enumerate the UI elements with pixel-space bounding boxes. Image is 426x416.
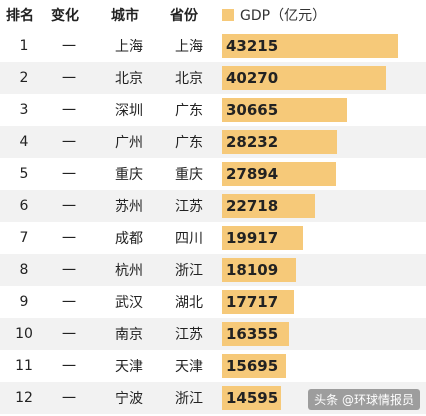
rank-cell: 1: [19, 38, 29, 54]
gdp-bar: [222, 194, 315, 218]
city-cell: 天津: [115, 359, 143, 375]
province-cell: 上海: [175, 39, 203, 55]
rank-cell: 5: [19, 166, 29, 182]
gdp-bar: [222, 290, 294, 314]
change-cell: 一: [62, 327, 76, 343]
table-row: 12 一 宁波 浙江 14595: [0, 382, 426, 414]
gdp-value-label: 40270: [226, 69, 279, 87]
gdp-value-label: 15695: [226, 357, 279, 375]
change-cell: 一: [62, 39, 76, 55]
change-cell: 一: [62, 359, 76, 375]
rank-cell: 7: [19, 230, 29, 246]
gdp-value-label: 14595: [226, 389, 279, 407]
gdp-value-label: 17717: [226, 293, 279, 311]
gdp-value-label: 27894: [226, 165, 279, 183]
rank-cell: 12: [15, 390, 33, 406]
change-cell: 一: [62, 199, 76, 215]
gdp-bar: [222, 354, 286, 378]
table-row: 2 一 北京 北京 40270: [0, 62, 426, 94]
legend-swatch: [222, 9, 234, 21]
change-cell: 一: [62, 263, 76, 279]
gdp-bar: [222, 258, 296, 282]
city-cell: 杭州: [115, 263, 143, 279]
province-cell: 湖北: [175, 295, 203, 311]
change-cell: 一: [62, 167, 76, 183]
rank-cell: 2: [19, 70, 29, 86]
province-cell: 四川: [175, 231, 203, 247]
watermark: 头条 @环球情报员: [308, 389, 420, 410]
gdp-value-label: 18109: [226, 261, 279, 279]
table-row: 6 一 苏州 江苏 22718: [0, 190, 426, 222]
gdp-bar: [222, 66, 386, 90]
table-row: 8 一 杭州 浙江 18109: [0, 254, 426, 286]
city-cell: 重庆: [115, 167, 143, 183]
city-cell: 北京: [115, 71, 143, 87]
gdp-bar: [222, 386, 281, 410]
header-province: 省份: [170, 8, 198, 24]
rank-cell: 8: [19, 262, 29, 278]
gdp-value-label: 16355: [226, 325, 279, 343]
table-row: 5 一 重庆 重庆 27894: [0, 158, 426, 190]
gdp-value-label: 43215: [226, 37, 279, 55]
rank-cell: 6: [19, 198, 29, 214]
table-row: 9 一 武汉 湖北 17717: [0, 286, 426, 318]
city-cell: 上海: [115, 39, 143, 55]
gdp-bar: [222, 130, 337, 154]
change-cell: 一: [62, 295, 76, 311]
change-cell: 一: [62, 231, 76, 247]
city-cell: 深圳: [115, 103, 143, 119]
city-cell: 广州: [115, 135, 143, 151]
gdp-bar: [222, 34, 398, 58]
legend: GDP（亿元）: [222, 0, 326, 30]
province-cell: 浙江: [175, 263, 203, 279]
gdp-bar: [222, 226, 303, 250]
change-cell: 一: [62, 135, 76, 151]
gdp-value-label: 19917: [226, 229, 279, 247]
table-row: 10 一 南京 江苏 16355: [0, 318, 426, 350]
city-cell: 武汉: [115, 295, 143, 311]
gdp-bar: [222, 322, 289, 346]
legend-label: GDP（亿元）: [240, 8, 327, 24]
change-cell: 一: [62, 391, 76, 407]
city-cell: 宁波: [115, 391, 143, 407]
city-cell: 成都: [115, 231, 143, 247]
table-row: 7 一 成都 四川 19917: [0, 222, 426, 254]
header-rank: 排名: [6, 8, 34, 24]
city-cell: 南京: [115, 327, 143, 343]
rank-cell: 9: [19, 294, 29, 310]
city-cell: 苏州: [115, 199, 143, 215]
change-cell: 一: [62, 103, 76, 119]
header-city: 城市: [111, 8, 139, 24]
gdp-bar: [222, 162, 336, 186]
header-change: 变化: [51, 8, 79, 24]
rank-cell: 4: [19, 134, 29, 150]
gdp-bar: [222, 98, 347, 122]
province-cell: 天津: [175, 359, 203, 375]
change-cell: 一: [62, 71, 76, 87]
province-cell: 浙江: [175, 391, 203, 407]
rank-cell: 3: [19, 102, 29, 118]
rank-cell: 11: [15, 358, 33, 374]
table-row: 3 一 深圳 广东 30665: [0, 94, 426, 126]
province-cell: 江苏: [175, 199, 203, 215]
table-row: 11 一 天津 天津 15695: [0, 350, 426, 382]
watermark-text: 头条 @环球情报员: [314, 393, 414, 407]
table-row: 1 一 上海 上海 43215: [0, 30, 426, 62]
province-cell: 江苏: [175, 327, 203, 343]
gdp-value-label: 28232: [226, 133, 279, 151]
province-cell: 广东: [175, 135, 203, 151]
province-cell: 重庆: [175, 167, 203, 183]
gdp-value-label: 30665: [226, 101, 279, 119]
province-cell: 北京: [175, 71, 203, 87]
gdp-value-label: 22718: [226, 197, 279, 215]
province-cell: 广东: [175, 103, 203, 119]
table-row: 4 一 广州 广东 28232: [0, 126, 426, 158]
rank-cell: 10: [15, 326, 33, 342]
